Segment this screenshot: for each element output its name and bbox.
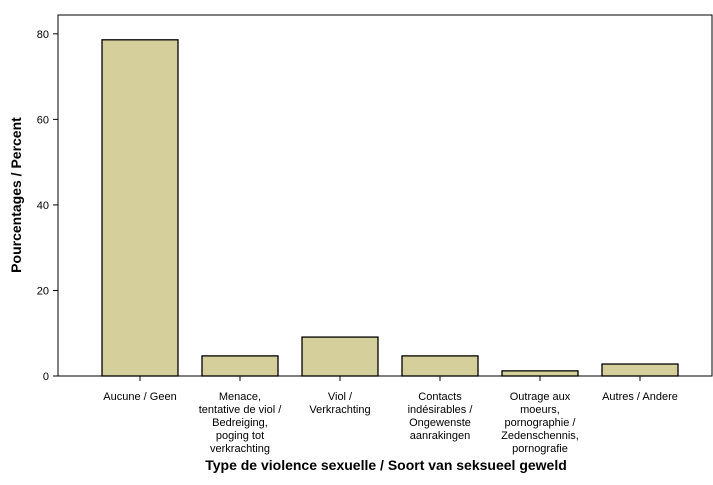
x-tick-label: Outrage aux moeurs, pornographie / Zedensch…	[501, 391, 579, 455]
bar	[601, 363, 679, 377]
y-tick-label: 0	[43, 371, 49, 383]
bar	[301, 336, 379, 377]
bar	[501, 370, 579, 377]
bar	[101, 39, 179, 377]
bar	[401, 355, 479, 377]
y-tick-label: 60	[37, 114, 49, 126]
x-axis-label: Type de violence sexuelle / Soort van se…	[205, 457, 567, 473]
y-tick-label: 40	[37, 200, 49, 212]
x-tick-label: Aucune / Geen	[103, 391, 176, 403]
x-tick-label: Menace, tentative de viol / Bedreiging, pog…	[199, 391, 282, 455]
x-tick-label: Contacts indésirables / Ongewenste aanrakin…	[408, 391, 474, 442]
x-tick-label: Viol / Verkrachting	[309, 391, 370, 416]
y-tick-label: 20	[37, 285, 49, 297]
x-tick-label: Autres / Andere	[602, 391, 678, 403]
bar	[201, 355, 279, 377]
y-tick-label: 80	[37, 29, 49, 41]
y-axis-label: Pourcentages / Percent	[8, 117, 24, 273]
plot-frame	[57, 14, 713, 377]
